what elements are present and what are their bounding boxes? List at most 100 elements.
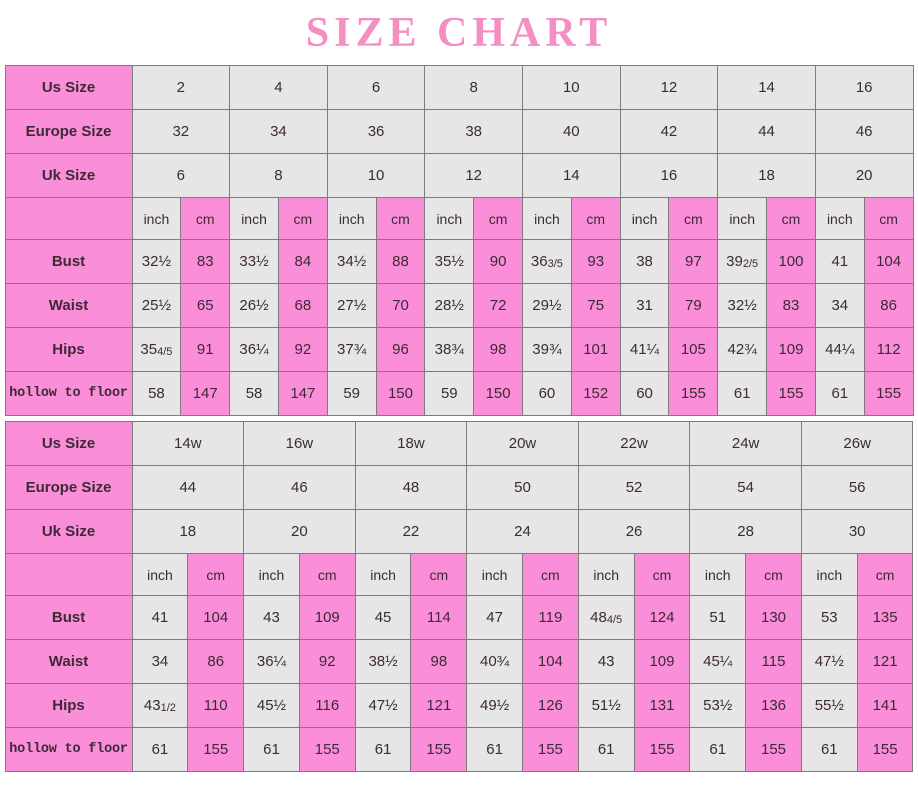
cell-waist: 109	[633, 639, 691, 684]
cell-unit: cm	[187, 553, 245, 596]
cell-waist: 34	[814, 283, 865, 328]
cell-europe-size: 44	[131, 465, 245, 510]
cell-uk-size: 18	[717, 153, 816, 198]
table-row-units: inch cm inch cm inch cm inch cm inch cm inch cm inch…	[4, 553, 914, 596]
cell-unit: cm	[410, 553, 468, 596]
cell-hollow-to-floor: 61	[717, 371, 768, 416]
cell-hips: 126	[522, 683, 579, 728]
cell-unit: cm	[375, 197, 426, 240]
cell-hollow-to-floor: 59	[424, 371, 475, 416]
cell-bust: 104	[187, 595, 245, 640]
cell-hips: 47½	[354, 683, 412, 728]
cell-hips: 109	[766, 327, 816, 372]
cell-waist: 47½	[800, 639, 858, 684]
cell-uk-size: 22	[354, 509, 468, 554]
cell-unit: cm	[570, 197, 621, 240]
cell-bust: 100	[766, 239, 816, 284]
cell-hollow-to-floor: 61	[689, 727, 747, 772]
cell-hips: 105	[668, 327, 719, 372]
cell-waist: 29½	[522, 283, 572, 328]
cell-waist: 72	[473, 283, 523, 328]
cell-uk-size: 24	[466, 509, 579, 554]
row-label-units-empty	[4, 553, 133, 596]
cell-waist: 40¾	[466, 639, 523, 684]
cell-europe-size: 38	[424, 109, 523, 154]
cell-hollow-to-floor: 147	[180, 371, 231, 416]
cell-unit: inch	[689, 553, 747, 596]
size-table-plus-body: Us Size 14w 16w 18w 20w 22w 24w 26w Europe Siz…	[4, 421, 914, 772]
cell-waist: 86	[187, 639, 245, 684]
cell-hollow-to-floor: 155	[522, 727, 579, 772]
cell-hollow-to-floor: 61	[354, 727, 412, 772]
cell-unit: inch	[424, 197, 475, 240]
cell-hollow-to-floor: 60	[619, 371, 670, 416]
cell-hollow-to-floor: 155	[856, 727, 914, 772]
cell-bust: 109	[298, 595, 356, 640]
table-row-hollow-to-floor: hollow to floor 58 147 58 147 59 150 59 150 60 15…	[4, 371, 914, 416]
cell-bust: 119	[522, 595, 579, 640]
cell-hips: 354/5	[131, 327, 182, 372]
cell-hollow-to-floor: 61	[131, 727, 189, 772]
cell-unit: inch	[131, 553, 189, 596]
cell-bust: 34½	[326, 239, 377, 284]
cell-waist: 45¼	[689, 639, 747, 684]
cell-unit: inch	[326, 197, 377, 240]
cell-bust: 135	[856, 595, 914, 640]
cell-unit: inch	[814, 197, 865, 240]
cell-unit: cm	[522, 553, 579, 596]
cell-unit: inch	[229, 197, 279, 240]
cell-bust: 41	[814, 239, 865, 284]
cell-unit: cm	[668, 197, 719, 240]
cell-europe-size: 48	[354, 465, 468, 510]
row-label-us-size: Us Size	[4, 65, 133, 110]
cell-bust: 130	[745, 595, 802, 640]
cell-bust: 35½	[424, 239, 475, 284]
size-table-standard-body: Us Size 2 4 6 8 10 12 14 16 Europe Size 32 34 36 3…	[4, 65, 914, 416]
cell-uk-size: 8	[229, 153, 328, 198]
cell-us-size: 16w	[243, 421, 356, 466]
cell-hollow-to-floor: 147	[277, 371, 328, 416]
cell-hips: 112	[863, 327, 914, 372]
cell-unit: cm	[863, 197, 914, 240]
table-row-units: inch cm inch cm inch cm inch cm inch cm inch cm inch…	[4, 197, 914, 240]
cell-europe-size: 54	[689, 465, 802, 510]
cell-hips: 53½	[689, 683, 747, 728]
row-label-hips: Hips	[4, 327, 133, 372]
cell-unit: inch	[522, 197, 572, 240]
cell-unit: cm	[473, 197, 523, 240]
cell-hips: 42¾	[717, 327, 768, 372]
cell-hips: 37¾	[326, 327, 377, 372]
cell-waist: 34	[131, 639, 189, 684]
cell-waist: 68	[277, 283, 328, 328]
cell-uk-size: 16	[619, 153, 719, 198]
cell-hollow-to-floor: 150	[375, 371, 426, 416]
cell-waist: 115	[745, 639, 802, 684]
cell-bust: 114	[410, 595, 468, 640]
cell-waist: 121	[856, 639, 914, 684]
cell-us-size: 22w	[577, 421, 691, 466]
cell-unit: inch	[717, 197, 768, 240]
cell-bust: 104	[863, 239, 914, 284]
cell-us-size: 14w	[131, 421, 245, 466]
row-label-hollow-to-floor: hollow to floor	[4, 371, 133, 416]
table-row-waist: Waist 34 86 36¼ 92 38½ 98 40¾ 104 43 109 45¼ 115 47½…	[4, 639, 914, 684]
table-row-bust: Bust 32½ 83 33½ 84 34½ 88 35½ 90 363/5 93 38 97 392/…	[4, 239, 914, 284]
cell-hips: 51½	[577, 683, 635, 728]
cell-hips: 38¾	[424, 327, 475, 372]
cell-uk-size: 10	[326, 153, 426, 198]
cell-unit: inch	[354, 553, 412, 596]
cell-hips: 131	[633, 683, 691, 728]
row-label-hollow-to-floor: hollow to floor	[4, 727, 133, 772]
cell-hollow-to-floor: 155	[766, 371, 816, 416]
cell-waist: 92	[298, 639, 356, 684]
cell-bust: 83	[180, 239, 231, 284]
cell-us-size: 8	[424, 65, 523, 110]
row-label-hips: Hips	[4, 683, 133, 728]
cell-europe-size: 50	[466, 465, 579, 510]
size-table-plus: Us Size 14w 16w 18w 20w 22w 24w 26w Europe Siz…	[4, 421, 914, 772]
cell-uk-size: 20	[814, 153, 914, 198]
cell-bust: 53	[800, 595, 858, 640]
cell-europe-size: 42	[619, 109, 719, 154]
cell-bust: 93	[570, 239, 621, 284]
cell-waist: 31	[619, 283, 670, 328]
